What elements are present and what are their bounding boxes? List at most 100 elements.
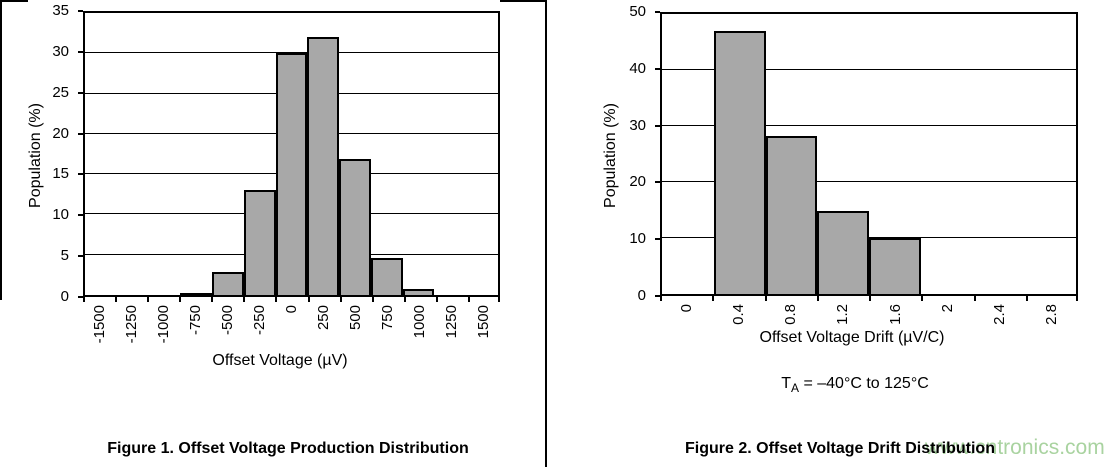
x-tick-label-text: 500 [347, 305, 365, 331]
x-tick-mark [435, 297, 438, 302]
x-tick-label: 2.4 [974, 304, 1026, 349]
histogram-bar-0 [275, 53, 308, 295]
y-tick-label: 40 [629, 59, 646, 77]
y-tick-mark [78, 132, 83, 135]
histogram-bar--500 [212, 271, 244, 295]
histogram-bar-0.4 [713, 30, 766, 294]
x-tick-mark [816, 296, 819, 301]
y-tick-label: 30 [52, 42, 69, 60]
x-tick-label-text: -250 [250, 305, 268, 336]
y-tick-label: 20 [629, 173, 646, 191]
y-tick-label: 35 [52, 2, 69, 19]
gridline [662, 181, 1076, 182]
page-left-border-fragment [0, 0, 2, 300]
x-tick-mark [179, 297, 182, 302]
y-tick-mark [655, 238, 660, 241]
histogram-bar--250 [243, 190, 276, 295]
watermark: www.cntronics.com [925, 436, 1105, 459]
page-top-border-fragment-left [0, 0, 28, 2]
histogram-bar-1.6 [869, 238, 921, 294]
x-tick-label-text: 0 [677, 304, 695, 313]
y-tick-label: 10 [629, 230, 646, 248]
y-tick-mark [78, 296, 83, 298]
x-tick-label-text: 2.4 [991, 304, 1009, 325]
x-tick-label: 0 [275, 305, 307, 375]
gridline [662, 69, 1076, 70]
x-tick-label: 0.4 [712, 304, 764, 349]
gridline [85, 52, 498, 54]
gridline [662, 237, 1076, 238]
x-tick-label-text: 2.8 [1043, 304, 1061, 325]
x-tick-mark [275, 297, 278, 302]
x-tick-mark [498, 297, 500, 302]
x-tick-label: 0.8 [765, 304, 817, 349]
y-tick-mark [655, 295, 660, 297]
y-tick-label: 15 [52, 165, 69, 183]
x-tick-mark [115, 297, 118, 302]
x-tick-mark [339, 297, 342, 302]
x-tick-label-text: 250 [315, 305, 333, 331]
figure2-plot-area [660, 12, 1078, 296]
x-tick-label: -250 [243, 305, 275, 375]
histogram-bar-500 [339, 158, 371, 295]
x-tick-label: 2.8 [1026, 304, 1078, 349]
y-tick-label: 0 [637, 287, 646, 304]
figure2-y-axis-title: Population (%) [597, 88, 625, 222]
histogram-bar-250 [307, 37, 340, 295]
x-tick-mark [973, 296, 976, 301]
x-tick-label-text: -1000 [154, 305, 172, 344]
x-tick-label-text: 0 [282, 305, 300, 314]
note-symbol: T [781, 375, 791, 392]
x-tick-label-text: -1250 [122, 305, 140, 344]
x-tick-mark [712, 296, 715, 301]
x-tick-label-text: 1500 [475, 305, 493, 339]
x-tick-label: 1.2 [817, 304, 869, 349]
x-tick-mark [371, 297, 374, 302]
x-tick-label-text: 750 [379, 305, 397, 331]
x-tick-label: 250 [308, 305, 340, 375]
x-tick-label: 1500 [468, 305, 500, 375]
histogram-bar-1000 [402, 289, 435, 295]
x-tick-label-text: -1500 [90, 305, 108, 344]
x-tick-label-text: 0.4 [729, 304, 747, 325]
histogram-bar--750 [180, 292, 213, 295]
note-subscript: A [791, 381, 800, 396]
y-tick-label: 50 [629, 3, 646, 20]
gridline [662, 125, 1076, 126]
x-tick-label-text: -500 [218, 305, 236, 336]
x-tick-mark [307, 297, 310, 302]
y-tick-mark [655, 67, 660, 70]
figure1-block: Population (%) Offset Voltage (µV) Figur… [0, 0, 547, 467]
x-tick-label: 1.6 [869, 304, 921, 349]
x-tick-mark [660, 296, 662, 301]
x-tick-mark [869, 296, 871, 301]
histogram-bar-0.8 [765, 135, 818, 294]
y-tick-mark [655, 124, 660, 127]
column-divider-line [545, 0, 547, 467]
x-tick-label: 2 [921, 304, 973, 349]
figure2-x-axis-title: Offset Voltage Drift (µV/C) [759, 329, 945, 346]
y-tick-label: 10 [52, 206, 69, 224]
y-tick-mark [78, 255, 83, 258]
histogram-bar-1.2 [817, 211, 869, 294]
y-tick-mark [655, 11, 660, 13]
x-tick-label: 1000 [404, 305, 436, 375]
figure1-x-axis-title: Offset Voltage (µV) [212, 352, 348, 369]
x-tick-mark [243, 297, 246, 302]
y-tick-mark [655, 181, 660, 184]
x-tick-mark [403, 297, 406, 302]
y-tick-label: 25 [52, 83, 69, 101]
x-tick-mark [1025, 296, 1028, 301]
x-tick-label-text: -750 [186, 305, 204, 336]
y-tick-mark [78, 173, 83, 176]
y-tick-label: 20 [52, 124, 69, 142]
x-tick-label: -750 [179, 305, 211, 375]
x-tick-label-text: 1000 [411, 305, 429, 339]
x-tick-label: 500 [340, 305, 372, 375]
figure1-y-axis-title: Population (%) [22, 88, 50, 222]
figure1-caption: Figure 1. Offset Voltage Production Dist… [107, 440, 469, 457]
y-tick-mark [78, 91, 83, 94]
x-tick-label-text: 1.2 [834, 304, 852, 325]
x-tick-label: -1000 [147, 305, 179, 375]
